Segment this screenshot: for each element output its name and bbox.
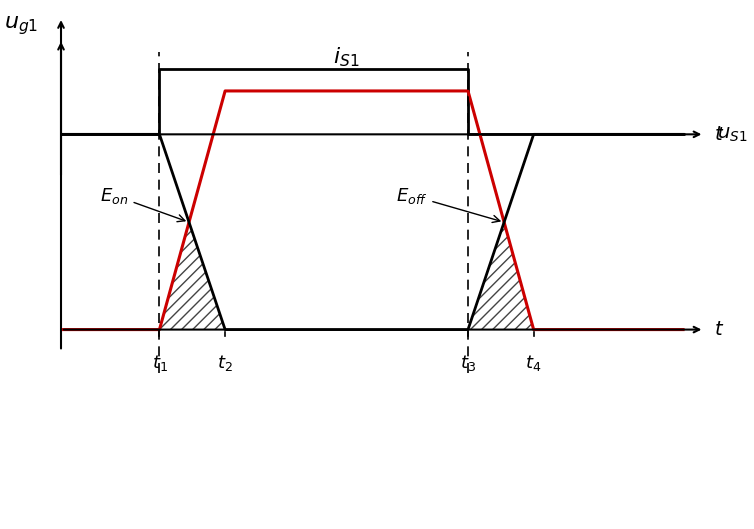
Text: $E_{off}$: $E_{off}$	[396, 186, 500, 223]
Text: $t_4$: $t_4$	[526, 353, 542, 373]
Text: $i_{S1}$: $i_{S1}$	[333, 45, 360, 69]
Text: $t_3$: $t_3$	[460, 353, 476, 373]
Text: $t$: $t$	[714, 320, 725, 339]
Text: $u_{g1}$: $u_{g1}$	[4, 14, 38, 37]
Text: $t_2$: $t_2$	[217, 353, 233, 373]
Text: $u_{S1}$: $u_{S1}$	[718, 125, 748, 144]
Text: $E_{on}$: $E_{on}$	[100, 186, 185, 222]
Text: $t$: $t$	[714, 125, 725, 144]
Text: $t_1$: $t_1$	[152, 353, 167, 373]
